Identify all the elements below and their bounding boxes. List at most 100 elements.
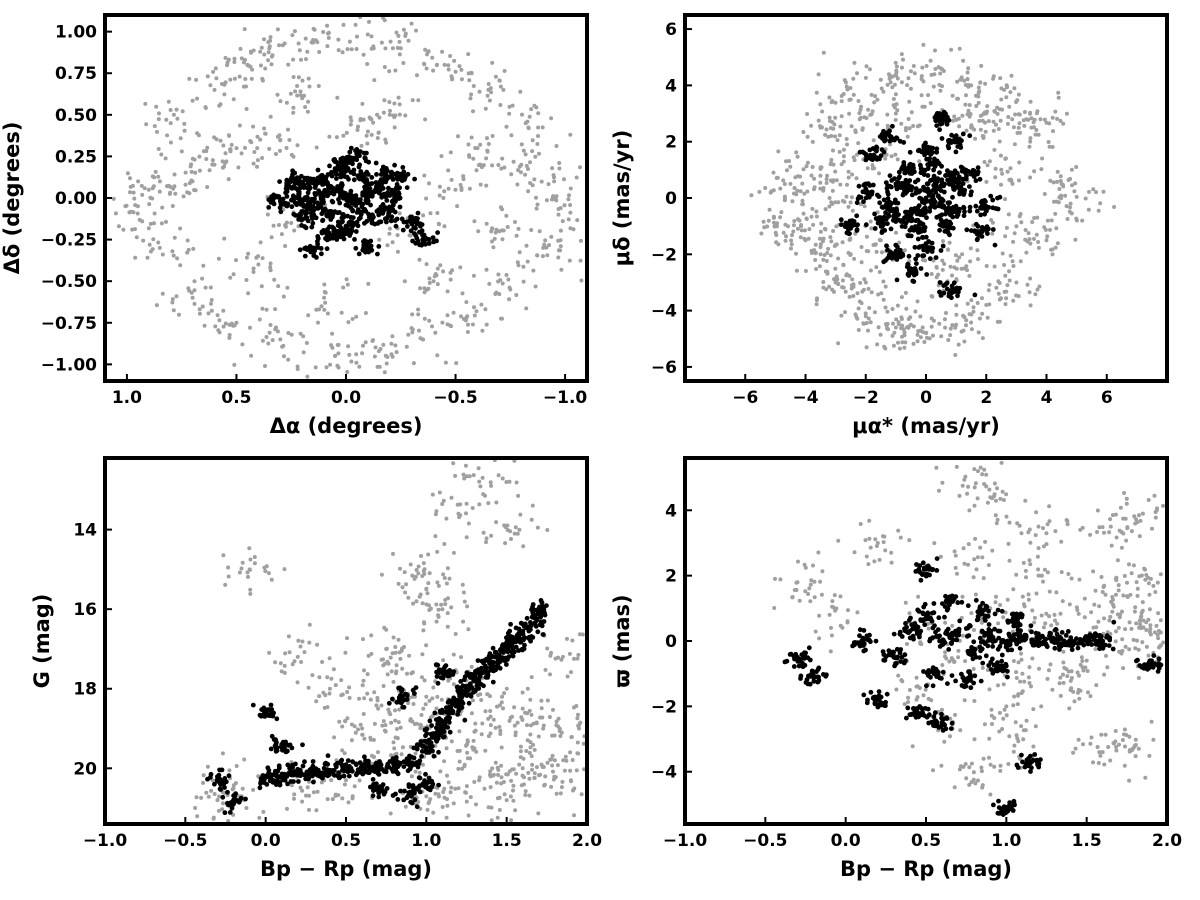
data-point xyxy=(471,698,475,703)
data-point xyxy=(539,762,544,767)
data-point xyxy=(888,142,893,147)
data-point xyxy=(419,754,424,759)
data-point xyxy=(968,246,973,251)
data-point xyxy=(560,219,565,224)
data-point xyxy=(894,64,899,69)
data-point xyxy=(472,305,476,310)
data-point xyxy=(411,225,417,230)
data-point xyxy=(325,675,330,680)
data-point xyxy=(577,632,582,637)
data-point xyxy=(222,810,228,816)
data-point xyxy=(899,315,904,320)
data-point xyxy=(783,238,788,243)
data-point xyxy=(978,232,983,238)
data-point xyxy=(778,186,783,191)
data-point xyxy=(345,370,350,374)
data-point xyxy=(844,194,849,199)
data-point xyxy=(924,64,929,68)
data-point xyxy=(516,263,521,268)
data-point xyxy=(964,318,969,323)
data-point xyxy=(362,155,368,161)
data-point xyxy=(1040,156,1045,161)
data-point xyxy=(932,72,937,77)
data-point xyxy=(881,297,886,302)
data-point xyxy=(569,735,574,740)
data-point xyxy=(515,182,520,187)
data-point xyxy=(364,150,369,156)
data-point xyxy=(899,121,904,126)
data-point xyxy=(153,169,158,174)
data-point xyxy=(375,251,380,257)
data-point xyxy=(513,733,518,738)
data-point xyxy=(911,324,916,329)
data-point xyxy=(839,99,844,104)
data-point xyxy=(385,190,390,196)
data-point xyxy=(469,135,474,140)
data-point xyxy=(547,243,551,248)
data-point xyxy=(322,761,328,767)
data-point xyxy=(534,195,538,200)
data-point xyxy=(912,71,917,76)
data-point xyxy=(488,769,493,774)
data-point xyxy=(895,157,900,162)
data-point xyxy=(779,210,784,215)
data-point xyxy=(925,249,930,255)
data-point xyxy=(381,663,386,668)
data-point xyxy=(463,318,468,323)
data-point xyxy=(147,202,152,207)
data-point xyxy=(171,253,176,258)
data-point xyxy=(490,134,495,138)
data-point xyxy=(505,772,510,777)
data-point xyxy=(757,189,762,194)
data-point xyxy=(497,808,502,812)
data-point xyxy=(892,330,897,335)
data-point xyxy=(900,340,905,345)
data-point xyxy=(424,196,429,201)
data-point xyxy=(552,774,557,779)
y-tick-label: 0.75 xyxy=(55,64,97,84)
data-point xyxy=(305,49,310,54)
data-point xyxy=(767,207,772,212)
data-point xyxy=(571,705,576,710)
data-point xyxy=(574,768,579,773)
data-point xyxy=(436,749,441,755)
data-point xyxy=(201,780,205,785)
data-point xyxy=(918,266,924,271)
data-point xyxy=(391,635,396,640)
data-point xyxy=(916,189,922,195)
data-point xyxy=(501,87,506,92)
data-point xyxy=(952,114,957,119)
data-point xyxy=(490,773,495,778)
data-point xyxy=(128,190,132,195)
data-point xyxy=(227,810,233,815)
data-point xyxy=(428,797,433,802)
data-point xyxy=(222,236,227,241)
data-point xyxy=(465,330,470,334)
data-point xyxy=(348,169,354,175)
data-point xyxy=(1055,179,1060,184)
data-point xyxy=(255,158,260,163)
data-point xyxy=(394,350,399,355)
data-point xyxy=(848,200,853,205)
data-point xyxy=(567,193,571,198)
data-point xyxy=(1022,123,1027,128)
data-point xyxy=(864,64,869,69)
data-point xyxy=(523,793,528,797)
data-point xyxy=(915,124,920,129)
data-point xyxy=(533,284,538,289)
data-point xyxy=(483,709,488,714)
data-point xyxy=(960,252,965,257)
data-point xyxy=(985,104,990,109)
data-point xyxy=(905,134,910,139)
data-point xyxy=(336,37,341,42)
data-point xyxy=(826,134,831,139)
data-point xyxy=(859,245,864,249)
data-point xyxy=(895,244,900,250)
data-point xyxy=(850,172,855,177)
data-point xyxy=(958,77,963,82)
data-point xyxy=(988,193,994,199)
data-point xyxy=(860,126,865,131)
data-point xyxy=(385,659,390,664)
data-point xyxy=(938,293,944,298)
data-point xyxy=(369,192,375,198)
